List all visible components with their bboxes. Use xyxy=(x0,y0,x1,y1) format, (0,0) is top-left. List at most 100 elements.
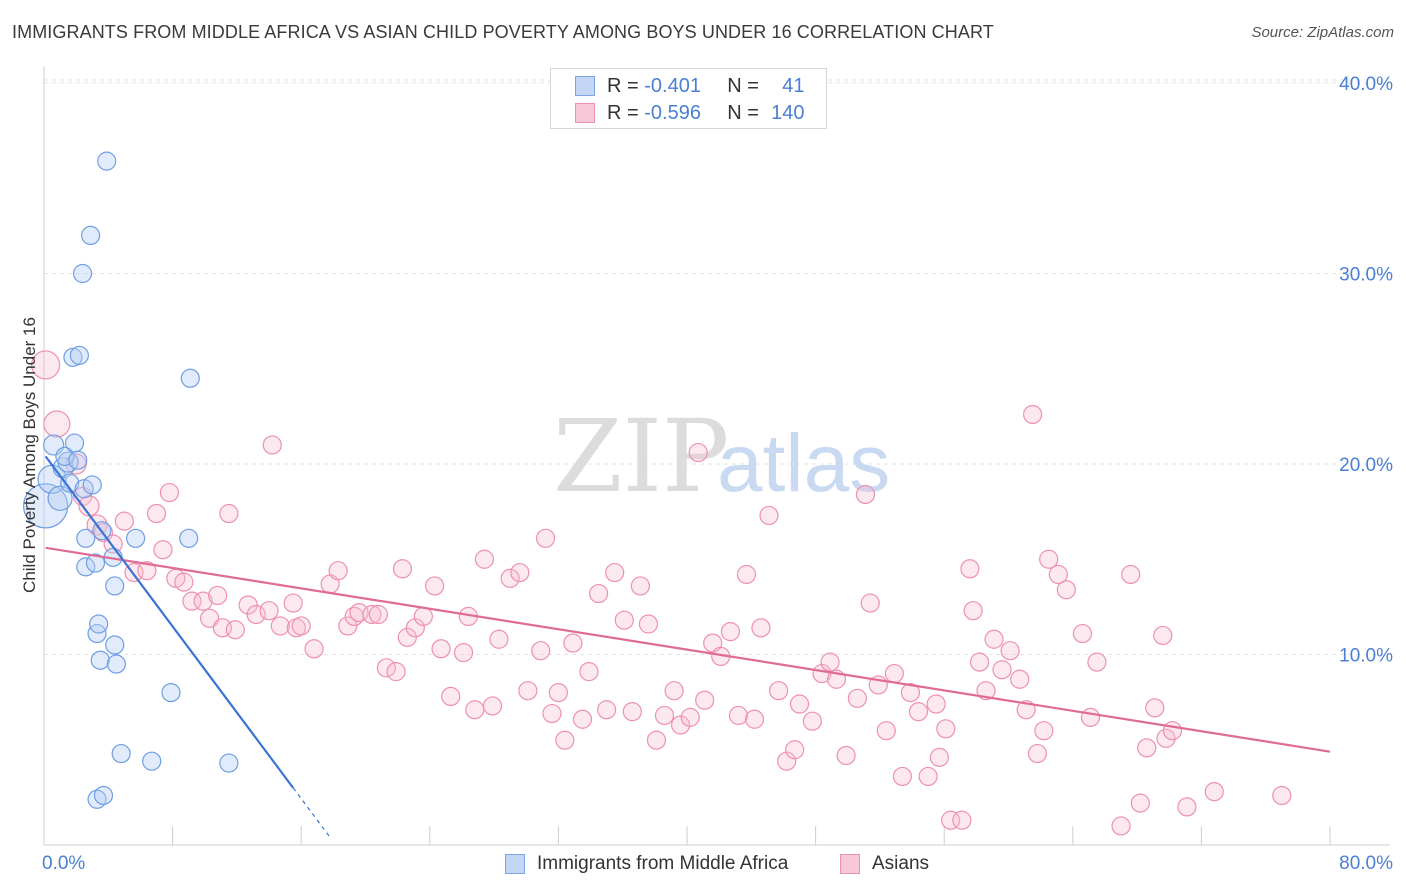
chart-title: IMMIGRANTS FROM MIDDLE AFRICA VS ASIAN C… xyxy=(12,22,994,42)
data-point-middle-africa xyxy=(93,785,114,806)
data-point-asians xyxy=(892,766,913,787)
data-point-asians xyxy=(860,593,880,613)
data-point-asians xyxy=(759,505,779,526)
data-point-asians xyxy=(174,572,194,592)
data-point-asians xyxy=(362,604,382,625)
data-point-asians xyxy=(542,703,562,724)
data-point-asians xyxy=(338,616,358,636)
data-point-asians xyxy=(368,604,388,625)
data-point-asians xyxy=(43,410,71,438)
data-point-asians xyxy=(1111,816,1131,836)
data-point-asians xyxy=(31,350,61,380)
source-label: Source: ZipAtlas.com xyxy=(1251,24,1394,41)
axes xyxy=(43,66,1390,846)
data-point-middle-africa xyxy=(64,433,85,453)
data-point-asians xyxy=(328,561,348,581)
data-point-middle-africa xyxy=(47,485,73,511)
data-point-asians xyxy=(482,696,503,716)
data-point-asians xyxy=(431,639,451,659)
n-label: N = xyxy=(727,101,759,124)
data-point-asians xyxy=(847,688,867,708)
data-point-middle-africa xyxy=(142,751,162,771)
data-point-middle-africa xyxy=(60,473,80,493)
watermark: ZIP atlas xyxy=(553,398,890,515)
legend-swatch-blue xyxy=(505,854,525,874)
data-point-asians xyxy=(936,719,956,739)
n-value: 41 xyxy=(782,74,805,97)
data-point-asians xyxy=(441,686,461,707)
data-point-asians xyxy=(605,562,625,583)
trend-lines xyxy=(44,455,1331,838)
data-point-asians xyxy=(789,694,810,714)
data-point-middle-africa xyxy=(106,654,126,674)
data-point-asians xyxy=(1034,721,1054,741)
data-point-middle-africa xyxy=(87,623,107,644)
data-point-middle-africa xyxy=(89,614,109,634)
watermark-atlas: atlas xyxy=(717,418,890,509)
data-point-asians xyxy=(1000,641,1020,661)
data-point-asians xyxy=(952,810,972,830)
r-value: -0.596 xyxy=(644,101,701,124)
data-point-asians xyxy=(630,576,650,596)
data-point-asians xyxy=(1023,404,1043,425)
data-point-asians xyxy=(969,652,990,672)
legend-item-middle-africa: Immigrants from Middle Africa xyxy=(505,853,788,875)
data-point-asians xyxy=(908,702,929,722)
data-point-asians xyxy=(262,435,282,455)
data-point-middle-africa xyxy=(180,368,200,388)
data-point-asians xyxy=(392,559,413,579)
data-point-asians xyxy=(664,681,684,701)
legend-row-middle-africa: R = -0.401 N = 41 xyxy=(575,73,805,99)
data-point-asians xyxy=(855,484,876,505)
data-point-asians xyxy=(820,652,840,672)
trend-line-middle-africa xyxy=(44,455,295,789)
data-point-asians xyxy=(900,682,921,703)
data-point-asians xyxy=(153,540,173,560)
data-point-asians xyxy=(291,616,311,636)
series-asians-points xyxy=(31,350,1292,836)
data-point-asians xyxy=(1056,580,1076,600)
data-point-asians xyxy=(376,658,396,678)
data-point-asians xyxy=(1039,549,1059,569)
data-point-asians xyxy=(1145,698,1165,718)
data-point-middle-africa xyxy=(126,528,146,548)
data-point-asians xyxy=(984,629,1004,649)
data-point-asians xyxy=(405,618,425,638)
data-point-asians xyxy=(926,694,946,714)
data-point-middle-africa xyxy=(23,483,69,529)
data-point-asians xyxy=(654,705,675,726)
data-point-asians xyxy=(453,642,474,663)
data-point-asians xyxy=(208,585,228,606)
data-point-asians xyxy=(992,660,1012,680)
data-point-asians xyxy=(137,561,157,581)
y-axis-label: Child Poverty Among Boys Under 16 xyxy=(20,317,39,593)
data-point-asians xyxy=(695,690,715,710)
data-point-asians xyxy=(535,528,556,548)
data-point-asians xyxy=(670,715,691,735)
data-point-asians xyxy=(884,663,904,684)
data-point-asians xyxy=(976,681,996,701)
data-point-asians xyxy=(1156,728,1176,748)
data-point-asians xyxy=(736,564,757,585)
data-point-asians xyxy=(646,730,667,750)
data-point-asians xyxy=(769,681,789,701)
data-point-middle-africa xyxy=(105,635,125,655)
data-point-asians xyxy=(193,591,213,611)
data-point-asians xyxy=(1272,785,1292,806)
data-point-middle-africa xyxy=(90,650,110,670)
data-point-asians xyxy=(425,576,445,596)
correlation-legend: R = -0.401 N = 41 R = -0.596 N = 140 xyxy=(550,68,827,129)
data-point-asians xyxy=(802,711,822,731)
data-point-asians xyxy=(225,620,245,640)
data-point-asians xyxy=(1087,652,1107,672)
data-point-middle-africa xyxy=(72,263,93,284)
data-point-middle-africa xyxy=(55,446,75,466)
data-point-asians xyxy=(777,751,797,771)
data-point-asians xyxy=(548,682,569,703)
data-point-asians xyxy=(638,614,659,634)
data-point-asians xyxy=(941,810,961,830)
data-point-middle-africa xyxy=(219,753,239,773)
y-tick-label: 20.0% xyxy=(1339,455,1393,476)
data-point-asians xyxy=(304,639,324,659)
